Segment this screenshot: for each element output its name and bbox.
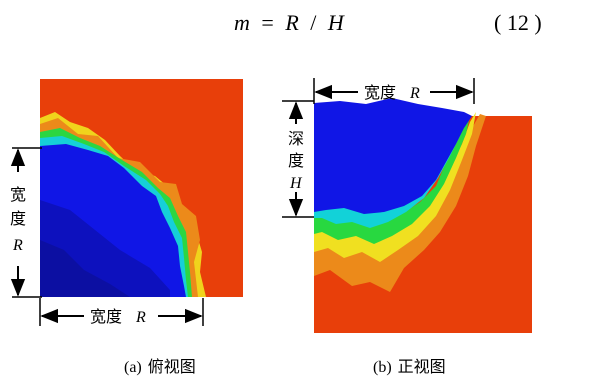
panel-a-side-label-2: 度 bbox=[10, 209, 26, 228]
panel-a-side-sym: R bbox=[12, 237, 23, 254]
caption-b-text: 正视图 bbox=[397, 357, 446, 376]
panel-a-width-sym: R bbox=[135, 309, 146, 326]
eq-slash: / bbox=[310, 10, 318, 35]
panel-b-depth-label-2: 度 bbox=[288, 151, 304, 170]
panel-a-side-label-1: 宽 bbox=[10, 185, 26, 204]
panel-a-width-label: 宽度 bbox=[90, 307, 122, 326]
eq-h: H bbox=[327, 10, 345, 35]
panel-b-blue-core bbox=[314, 98, 472, 214]
caption-a-text: 俯视图 bbox=[147, 357, 196, 376]
panel-b-width-sym: R bbox=[409, 85, 420, 102]
panel-a-core-shade bbox=[40, 200, 170, 297]
panel-b-depth-sym: H bbox=[289, 175, 303, 192]
caption-b: (b) 正视图 bbox=[373, 353, 446, 377]
panel-a-top-view: 宽 度 R 宽度 R bbox=[10, 79, 243, 326]
equation-number: ( 12 ) bbox=[494, 10, 542, 35]
eq-lhs: m bbox=[234, 10, 251, 35]
caption-a-tag: (a) bbox=[124, 359, 142, 376]
panel-b-top-notch bbox=[474, 100, 589, 116]
eq-equals: = bbox=[261, 10, 275, 35]
eq-r: R bbox=[285, 10, 300, 35]
panel-b-width-label: 宽度 bbox=[364, 83, 396, 102]
equation: m = R / H ( 12 ) bbox=[0, 4, 589, 44]
panel-b-depth-label-1: 深 bbox=[288, 129, 304, 148]
panel-b-front-view: 宽度 R 深 度 H bbox=[282, 78, 589, 333]
caption-b-tag: (b) bbox=[373, 359, 392, 376]
caption-a: (a) 俯视图 bbox=[124, 353, 196, 377]
panel-a-core-shade-2 bbox=[40, 240, 130, 297]
equation-formula: m = R / H bbox=[234, 10, 345, 36]
